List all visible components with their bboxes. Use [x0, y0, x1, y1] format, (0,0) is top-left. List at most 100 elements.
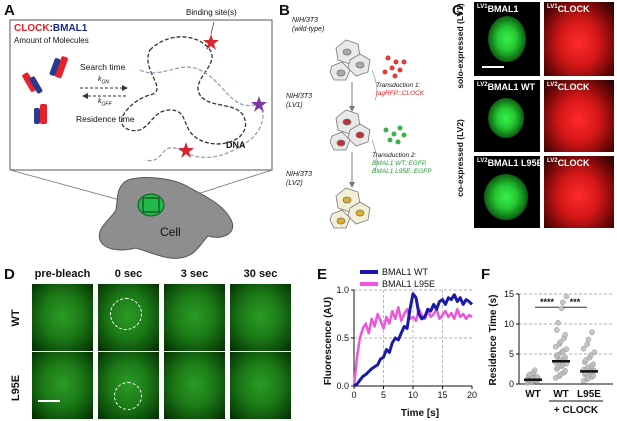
e-xtick-label: 20: [467, 390, 477, 400]
f-point: [580, 345, 587, 352]
f-point: [559, 299, 566, 306]
label-k-on: kON: [98, 76, 109, 86]
complex-title: CLOCK:BMAL1: [14, 23, 87, 34]
frap-wt-pre: [32, 284, 93, 351]
label-transduction-2: Transduction 2: BMAL1 WT::EGFP, BMAL1 L9…: [372, 152, 432, 175]
f-point: [562, 331, 569, 338]
label-search-time: Search time: [80, 62, 126, 72]
molecule-3: [34, 104, 47, 124]
scale-bar: [38, 400, 60, 402]
f-point: [589, 329, 595, 336]
f-sig-label: ****: [540, 297, 555, 307]
cell-nucleus: [137, 193, 165, 217]
panel-c: solo-expressed (LV1) co-expressed (LV2) …: [452, 0, 617, 262]
cells-lv1: [329, 109, 371, 151]
label-residence-time: Residence time: [76, 114, 135, 124]
col-30-sec: 30 sec: [243, 268, 278, 280]
panel-a: CLOCK:BMAL1 Amount of Molecules Binding …: [0, 0, 278, 262]
e-xtick-label: 15: [437, 390, 447, 400]
f-ytick-label: 5: [509, 349, 514, 359]
e-xtick-label: 5: [381, 390, 386, 400]
f-category-label: WT: [525, 389, 541, 400]
label-binding-sites: Binding site(s): [186, 8, 237, 17]
f-ytick-label: 15: [504, 289, 514, 299]
col-3-sec: 3 sec: [180, 268, 209, 280]
f-point: [584, 341, 591, 348]
e-axes: 0 5 10 15 20 0.0 0.5 1.0: [336, 285, 477, 400]
micro-lv2-clock-1: LV2CLOCK: [544, 80, 614, 152]
panel-letter-b: B: [279, 2, 290, 19]
row-l95e: L95E: [10, 374, 22, 401]
binding-star-3: [251, 96, 267, 112]
side-label-solo: solo-expressed (LV1): [455, 3, 465, 89]
panel-d: pre-bleach 0 sec 3 sec 30 sec WT L95E: [0, 266, 316, 420]
molecule-2: [49, 56, 68, 79]
f-points: [524, 293, 598, 386]
panel-b: NIH/3T3 (wild-type) NIH/3T3 (LV1) NIH/3T3(…: [280, 0, 450, 262]
e-series-line-l95e: [352, 306, 473, 387]
virus-green: [383, 125, 407, 145]
e-ytick-label: 0.5: [336, 333, 349, 343]
panel-b-diagram: [329, 39, 407, 229]
f-point: [557, 339, 564, 345]
label-transduction-1: Transduction 1: tagRFP::CLOCK: [376, 82, 425, 97]
e-grid: [354, 289, 472, 386]
title-clock: CLOCK: [14, 23, 50, 34]
f-sig-label: ***: [570, 297, 581, 307]
cells-wt: [329, 39, 371, 81]
micro-lv2-bmal1-l95e: LV2BMAL1 L95E: [474, 156, 540, 228]
panel-a-diagram: [9, 19, 273, 259]
micro-lv2-bmal1-wt: LV2BMAL1 WT: [474, 80, 540, 152]
f-point: [563, 346, 570, 353]
subtitle-molecules: Amount of Molecules: [14, 36, 89, 45]
dna-strand-dark: [121, 36, 247, 145]
f-category-label: L95E: [577, 389, 601, 400]
e-xtick-label: 0: [351, 390, 356, 400]
f-ylabel: Residence Time (s): [488, 295, 499, 386]
label-k-off: kOFF: [98, 98, 112, 108]
micro-lv1-clock: LV1CLOCK: [544, 2, 614, 76]
e-legend-label: BMAL1 WT: [382, 267, 429, 277]
f-point: [563, 293, 570, 300]
micro-lv1-bmal1: LV1BMAL1: [474, 2, 540, 76]
virus-red: [382, 55, 407, 79]
f-axes: 0 5 10 15 WT WT L95E + CLOCK: [504, 289, 613, 416]
col-pre-bleach: pre-bleach: [34, 268, 91, 280]
label-lv2: NIH/3T3 (LV2): [286, 171, 313, 187]
col-0-sec: 0 sec: [114, 268, 143, 280]
label-lv1: NIH/3T3 (LV1): [286, 93, 313, 109]
e-xlabel: Time [s]: [401, 408, 439, 419]
frap-curve-chart: 0 5 10 15 20 0.0 0.5 1.0 BMAL1 WT BMAL1 L95E Tim…: [323, 267, 477, 419]
e-series-line-wt: [353, 292, 474, 388]
panel-letter-f: F: [481, 266, 491, 283]
frap-wt-30: [230, 284, 291, 351]
f-ytick-label: 0: [509, 379, 514, 389]
f-sig: **** ***: [535, 297, 587, 308]
frap-wt-3: [164, 284, 225, 351]
cells-lv2: [329, 187, 371, 229]
e-xtick-label: 10: [408, 390, 418, 400]
f-point: [555, 319, 561, 326]
title-sep: :: [49, 23, 53, 34]
label-cell: Cell: [160, 225, 181, 239]
f-point: [590, 361, 597, 368]
panel-letter-a: A: [4, 2, 15, 19]
f-point: [591, 349, 598, 356]
panel-letter-d: D: [4, 266, 15, 283]
frap-wt-0: [98, 284, 159, 351]
micro-lv2-clock-2: LV2CLOCK: [544, 156, 614, 228]
bleach-circle: [114, 382, 142, 410]
frap-l95e-0: [98, 352, 159, 419]
e-ylabel: Fluorescence (AU): [323, 297, 334, 385]
f-grid: [519, 293, 613, 355]
label-wt: NIH/3T3 (wild-type): [292, 17, 325, 33]
f-category-label: WT: [553, 389, 569, 400]
f-point: [587, 352, 594, 359]
frap-l95e-3: [164, 352, 225, 419]
dna-strand-light: [139, 66, 264, 162]
e-ytick-label: 0.0: [336, 381, 349, 391]
row-wt: WT: [10, 308, 22, 327]
side-label-co: co-expressed (LV2): [455, 119, 465, 197]
panel-letter-e: E: [317, 266, 328, 283]
